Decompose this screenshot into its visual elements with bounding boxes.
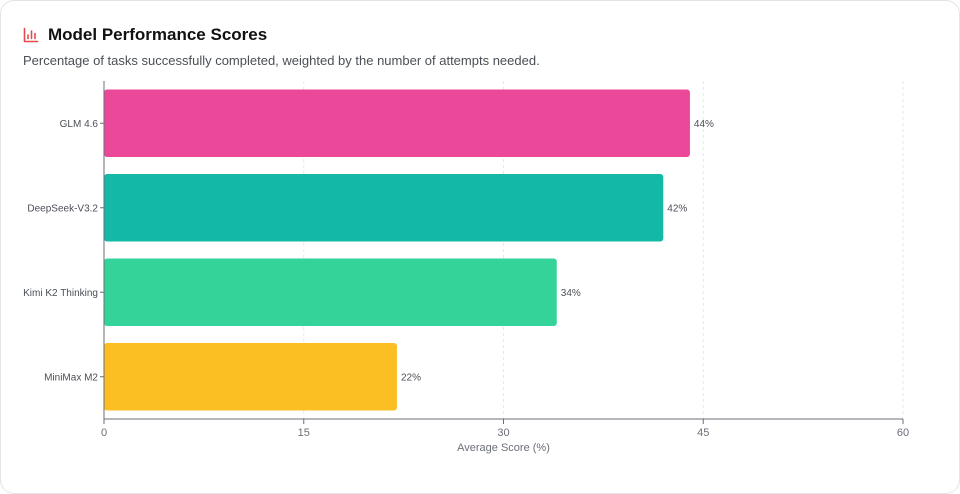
bar xyxy=(104,173,664,242)
x-axis-title: Average Score (%) xyxy=(457,442,550,454)
x-tick-label: 30 xyxy=(497,427,509,439)
category-label: Kimi K2 Thinking xyxy=(23,288,98,299)
x-tick-label: 60 xyxy=(897,427,909,439)
bar xyxy=(104,258,557,327)
value-label: 42% xyxy=(667,203,687,214)
x-tick-label: 15 xyxy=(298,427,310,439)
bar xyxy=(104,342,397,411)
chart-title: Model Performance Scores xyxy=(48,25,268,44)
chart-subtitle: Percentage of tasks successfully complet… xyxy=(23,53,540,68)
x-tick-label: 45 xyxy=(697,427,709,439)
chart-header: Model Performance Scores xyxy=(23,25,267,45)
category-label: MiniMax M2 xyxy=(44,372,98,383)
bar xyxy=(104,89,690,158)
x-tick-label: 0 xyxy=(101,427,107,439)
bar-chart-icon xyxy=(23,27,39,43)
value-label: 44% xyxy=(694,119,714,130)
value-label: 34% xyxy=(561,288,581,299)
category-label: GLM 4.6 xyxy=(60,119,99,130)
category-label: DeepSeek-V3.2 xyxy=(27,203,98,214)
value-label: 22% xyxy=(401,372,421,383)
